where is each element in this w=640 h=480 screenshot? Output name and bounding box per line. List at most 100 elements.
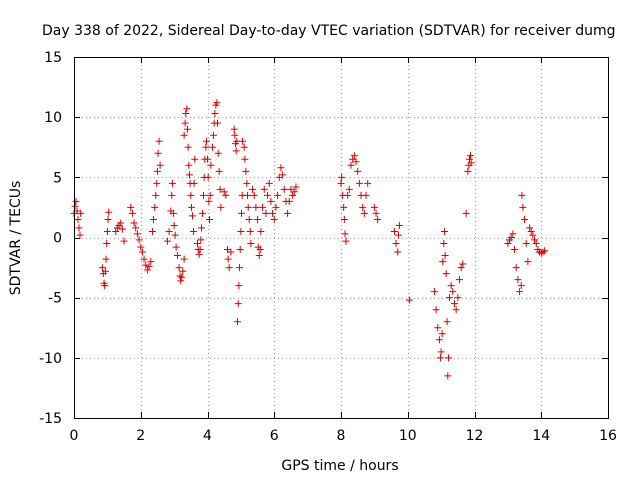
data-point [394,231,402,239]
data-point [156,161,164,169]
data-point [511,246,519,254]
data-point [360,209,368,217]
x-tick-label: 6 [270,428,279,444]
data-point [147,258,155,266]
data-point [355,179,363,187]
data-point [347,161,355,169]
data-point [445,294,453,302]
data-point [169,209,177,217]
data-point [195,250,203,258]
data-point [217,203,225,211]
data-point [104,215,112,223]
data-point [170,221,178,229]
data-point [102,255,110,263]
y-tick-label: -5 [48,291,62,307]
data-point [452,306,460,314]
data-point [438,330,446,338]
data-point [187,191,195,199]
data-point [372,209,380,217]
data-point [168,179,176,187]
data-point [255,252,263,260]
data-point [202,143,210,151]
data-point [189,227,197,235]
data-point [204,173,212,181]
data-point [514,276,522,284]
data-point [527,227,535,235]
data-point [447,282,455,290]
data-point [517,282,525,290]
data-point [222,191,230,199]
data-point [206,215,214,223]
data-point [207,161,215,169]
data-point [244,191,252,199]
data-point [224,255,232,263]
data-point [264,191,272,199]
data-point [153,167,161,175]
data-point [509,230,517,238]
data-point [465,155,473,163]
data-point [436,354,444,362]
data-point [250,191,258,199]
data-point [267,197,275,205]
data-point [440,240,448,248]
data-point [197,236,205,244]
data-point [234,300,242,308]
data-point [392,240,400,248]
x-tick-label: 10 [399,428,417,444]
data-point [172,243,180,251]
data-point [190,179,198,187]
data-point [531,236,539,244]
data-point [454,294,462,302]
data-point [72,197,80,205]
data-point [171,231,179,239]
data-point [444,354,452,362]
data-point [512,264,520,272]
data-point [245,215,253,223]
data-point [234,318,242,326]
data-point [199,191,207,199]
data-point [71,202,79,210]
data-point [149,215,157,223]
data-point [507,234,515,241]
data-point [205,197,213,205]
data-point [138,248,146,256]
data-point [154,149,162,157]
grid [74,57,608,418]
data-point [516,288,524,296]
data-point [254,215,262,223]
data-point [466,152,474,160]
y-axis-label: SDTVAR / TECUs [8,181,24,296]
data-point [240,143,248,151]
data-point [437,348,445,356]
data-point [395,221,403,229]
data-point [342,237,350,245]
data-point [435,336,443,344]
data-point [185,171,193,179]
data-point [432,306,440,314]
data-point [455,276,463,284]
x-tick-label: 16 [599,428,617,444]
data-point [118,225,126,233]
data-point [256,246,264,254]
plot-frame [74,57,609,419]
data-point [526,224,534,232]
data-point [163,237,171,245]
data-point [77,209,85,217]
data-point [344,191,352,199]
data-points [70,99,549,380]
data-point [180,131,188,139]
data-point [209,143,217,151]
data-point [211,110,219,118]
data-point [524,258,532,266]
data-point [175,264,183,272]
data-point [230,125,238,133]
data-point [364,179,372,187]
data-point [341,230,349,238]
data-point [370,203,378,211]
data-point [443,318,451,326]
data-point [98,264,106,272]
data-point [165,227,173,235]
axis-ticks: 0 2 4 6 8 10 12 14 16 -15 -10 -5 0 5 10 15 [39,50,617,444]
data-point [434,324,442,332]
data-point [232,147,240,155]
